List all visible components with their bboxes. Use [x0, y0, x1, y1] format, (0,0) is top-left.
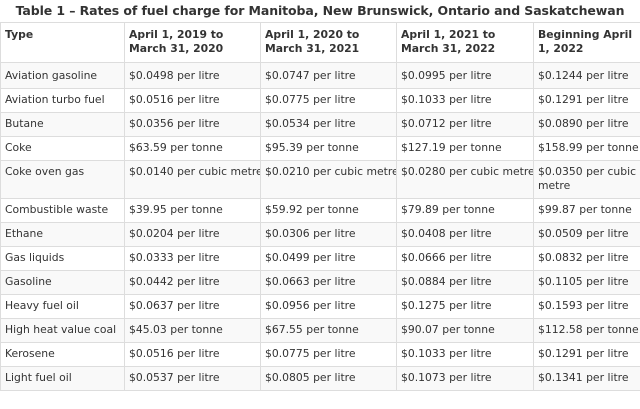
rate-cell: $0.0712 per litre — [396, 112, 534, 137]
table-row: Gas liquids $0.0333 per litre $0.0499 pe… — [0, 246, 640, 271]
table-body: Aviation gasoline $0.0498 per litre $0.0… — [0, 62, 640, 391]
rate-cell: $0.1105 per litre — [533, 270, 640, 295]
table-row: High heat value coal $45.03 per tonne $6… — [0, 318, 640, 343]
rate-cell: $39.95 per tonne — [124, 198, 261, 223]
rate-cell: $127.19 per tonne — [396, 136, 534, 161]
rate-cell: $0.0356 per litre — [124, 112, 261, 137]
rate-cell: $158.99 per tonne — [533, 136, 640, 161]
table-row: Gasoline $0.0442 per litre $0.0663 per l… — [0, 270, 640, 295]
table-row: Ethane $0.0204 per litre $0.0306 per lit… — [0, 222, 640, 247]
rate-cell: $0.0534 per litre — [260, 112, 397, 137]
rate-cell: $112.58 per tonne — [533, 318, 640, 343]
table-row: Aviation turbo fuel $0.0516 per litre $0… — [0, 88, 640, 113]
rate-cell: $0.1244 per litre — [533, 62, 640, 89]
rate-cell: $79.89 per tonne — [396, 198, 534, 223]
table-row: Coke oven gas $0.0140 per cubic metre $0… — [0, 160, 640, 199]
rate-cell: $0.1033 per litre — [396, 342, 534, 367]
rate-cell: $0.0140 per cubic metre — [124, 160, 261, 199]
table-row: Heavy fuel oil $0.0637 per litre $0.0956… — [0, 294, 640, 319]
rate-cell: $0.0775 per litre — [260, 342, 397, 367]
rate-cell: $0.0442 per litre — [124, 270, 261, 295]
rate-cell: $45.03 per tonne — [124, 318, 261, 343]
rate-cell: $59.92 per tonne — [260, 198, 397, 223]
rate-cell: $0.0509 per litre — [533, 222, 640, 247]
fuel-type-cell: Aviation turbo fuel — [0, 88, 125, 113]
column-header-type: Type — [0, 22, 125, 63]
rate-cell: $0.1341 per litre — [533, 366, 640, 391]
rate-cell: $0.0805 per litre — [260, 366, 397, 391]
fuel-type-cell: Combustible waste — [0, 198, 125, 223]
fuel-charge-table: Type April 1, 2019 to March 31, 2020 Apr… — [0, 22, 640, 391]
rate-cell: $0.0775 per litre — [260, 88, 397, 113]
rate-cell: $63.59 per tonne — [124, 136, 261, 161]
fuel-type-cell: Kerosene — [0, 342, 125, 367]
table-row: Light fuel oil $0.0537 per litre $0.0805… — [0, 366, 640, 391]
rate-cell: $0.0516 per litre — [124, 342, 261, 367]
rate-cell: $0.0204 per litre — [124, 222, 261, 247]
table-row: Kerosene $0.0516 per litre $0.0775 per l… — [0, 342, 640, 367]
table-header-row: Type April 1, 2019 to March 31, 2020 Apr… — [0, 22, 640, 63]
rate-cell: $0.0666 per litre — [396, 246, 534, 271]
rate-cell: $0.0537 per litre — [124, 366, 261, 391]
rate-cell: $0.1275 per litre — [396, 294, 534, 319]
rate-cell: $0.0637 per litre — [124, 294, 261, 319]
column-header-2020-2021: April 1, 2020 to March 31, 2021 — [260, 22, 397, 63]
table-row: Aviation gasoline $0.0498 per litre $0.0… — [0, 62, 640, 89]
fuel-type-cell: Gasoline — [0, 270, 125, 295]
table-row: Butane $0.0356 per litre $0.0534 per lit… — [0, 112, 640, 137]
rate-cell: $0.0210 per cubic metre — [260, 160, 397, 199]
rate-cell: $0.0498 per litre — [124, 62, 261, 89]
table-title: Table 1 – Rates of fuel charge for Manit… — [15, 3, 625, 18]
rate-cell: $0.0350 per cubic metre — [533, 160, 640, 199]
rate-cell: $99.87 per tonne — [533, 198, 640, 223]
fuel-type-cell: Light fuel oil — [0, 366, 125, 391]
fuel-type-cell: Butane — [0, 112, 125, 137]
fuel-type-cell: Aviation gasoline — [0, 62, 125, 89]
rate-cell: $0.1073 per litre — [396, 366, 534, 391]
rate-cell: $67.55 per tonne — [260, 318, 397, 343]
fuel-type-cell: Ethane — [0, 222, 125, 247]
rate-cell: $0.0890 per litre — [533, 112, 640, 137]
rate-cell: $0.0663 per litre — [260, 270, 397, 295]
rate-cell: $0.0499 per litre — [260, 246, 397, 271]
column-header-2021-2022: April 1, 2021 to March 31, 2022 — [396, 22, 534, 63]
rate-cell: $0.1291 per litre — [533, 88, 640, 113]
column-header-2019-2020: April 1, 2019 to March 31, 2020 — [124, 22, 261, 63]
rate-cell: $0.0832 per litre — [533, 246, 640, 271]
rate-cell: $0.0333 per litre — [124, 246, 261, 271]
fuel-type-cell: High heat value coal — [0, 318, 125, 343]
rate-cell: $0.0747 per litre — [260, 62, 397, 89]
fuel-type-cell: Heavy fuel oil — [0, 294, 125, 319]
rate-cell: $0.1033 per litre — [396, 88, 534, 113]
fuel-type-cell: Gas liquids — [0, 246, 125, 271]
table-row: Combustible waste $39.95 per tonne $59.9… — [0, 198, 640, 223]
rate-cell: $0.0408 per litre — [396, 222, 534, 247]
rate-cell: $0.0995 per litre — [396, 62, 534, 89]
rate-cell: $0.0884 per litre — [396, 270, 534, 295]
rate-cell: $0.1291 per litre — [533, 342, 640, 367]
rate-cell: $0.0306 per litre — [260, 222, 397, 247]
rate-cell: $0.0516 per litre — [124, 88, 261, 113]
rate-cell: $0.0956 per litre — [260, 294, 397, 319]
rate-cell: $0.1593 per litre — [533, 294, 640, 319]
rate-cell: $90.07 per tonne — [396, 318, 534, 343]
column-header-beginning-2022: Beginning April 1, 2022 — [533, 22, 640, 63]
table-row: Coke $63.59 per tonne $95.39 per tonne $… — [0, 136, 640, 161]
fuel-type-cell: Coke — [0, 136, 125, 161]
rate-cell: $95.39 per tonne — [260, 136, 397, 161]
rate-cell: $0.0280 per cubic metre — [396, 160, 534, 199]
fuel-type-cell: Coke oven gas — [0, 160, 125, 199]
